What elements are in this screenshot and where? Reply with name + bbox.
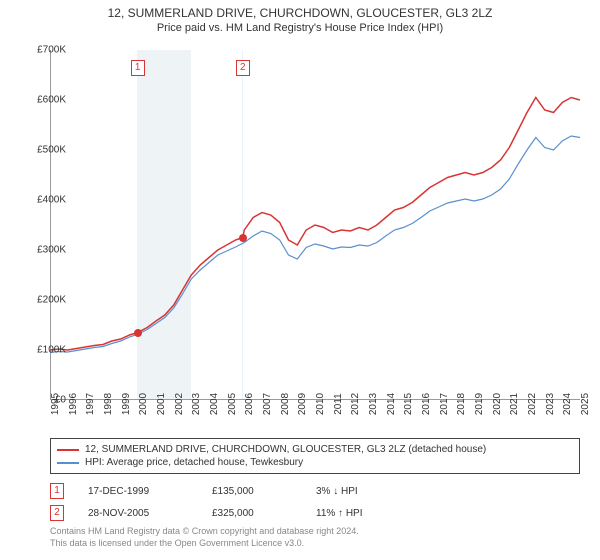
y-tick-label: £200K bbox=[37, 295, 66, 306]
x-tick-label: 2012 bbox=[350, 393, 361, 415]
note-date: 17-DEC-1999 bbox=[88, 486, 188, 497]
y-tick-label: £400K bbox=[37, 195, 66, 206]
x-tick-label: 2007 bbox=[262, 393, 273, 415]
x-tick-label: 2002 bbox=[174, 393, 185, 415]
x-tick-label: 2018 bbox=[456, 393, 467, 415]
x-tick-label: 2024 bbox=[562, 393, 573, 415]
note-row: 2 28-NOV-2005 £325,000 11% ↑ HPI bbox=[50, 502, 580, 524]
x-tick-label: 2017 bbox=[439, 393, 450, 415]
note-diff: 11% ↑ HPI bbox=[316, 508, 363, 519]
x-tick-label: 2008 bbox=[280, 393, 291, 415]
x-tick-label: 2025 bbox=[580, 393, 591, 415]
x-tick-label: 2003 bbox=[191, 393, 202, 415]
x-tick-label: 2023 bbox=[545, 393, 556, 415]
x-tick-label: 2011 bbox=[333, 393, 344, 415]
chart-subtitle: Price paid vs. HM Land Registry's House … bbox=[0, 20, 600, 38]
x-tick-label: 1996 bbox=[68, 393, 79, 415]
x-tick-label: 2019 bbox=[474, 393, 485, 415]
license-text: Contains HM Land Registry data © Crown c… bbox=[50, 526, 580, 549]
x-tick-label: 2014 bbox=[386, 393, 397, 415]
note-diff: 3% ↓ HPI bbox=[316, 486, 358, 497]
sale-point bbox=[239, 234, 247, 242]
series-line bbox=[50, 98, 580, 351]
legend-item: HPI: Average price, detached house, Tewk… bbox=[57, 456, 573, 469]
sale-point bbox=[134, 329, 142, 337]
note-date: 28-NOV-2005 bbox=[88, 508, 188, 519]
note-price: £135,000 bbox=[212, 486, 292, 497]
x-tick-label: 1995 bbox=[50, 393, 61, 415]
chart-container: 12, SUMMERLAND DRIVE, CHURCHDOWN, GLOUCE… bbox=[0, 0, 600, 560]
x-tick-label: 2004 bbox=[209, 393, 220, 415]
y-tick-label: £700K bbox=[37, 45, 66, 56]
marker-box: 1 bbox=[131, 60, 145, 76]
sale-notes: 1 17-DEC-1999 £135,000 3% ↓ HPI 2 28-NOV-2005… bbox=[50, 480, 580, 524]
license-line-2: This data is licensed under the Open Gov… bbox=[50, 538, 580, 550]
x-tick-label: 2015 bbox=[403, 393, 414, 415]
x-tick-label: 1997 bbox=[85, 393, 96, 415]
note-marker: 2 bbox=[50, 505, 64, 521]
y-tick-label: £500K bbox=[37, 145, 66, 156]
x-tick-label: 2009 bbox=[297, 393, 308, 415]
x-tick-label: 2001 bbox=[156, 393, 167, 415]
y-tick-label: £600K bbox=[37, 95, 66, 106]
line-series bbox=[50, 50, 580, 400]
y-tick-label: £300K bbox=[37, 245, 66, 256]
legend-swatch bbox=[57, 449, 79, 451]
chart-title: 12, SUMMERLAND DRIVE, CHURCHDOWN, GLOUCE… bbox=[0, 0, 600, 20]
legend-label: HPI: Average price, detached house, Tewk… bbox=[85, 457, 303, 468]
license-line-1: Contains HM Land Registry data © Crown c… bbox=[50, 526, 580, 538]
x-tick-label: 2020 bbox=[492, 393, 503, 415]
legend: 12, SUMMERLAND DRIVE, CHURCHDOWN, GLOUCE… bbox=[50, 438, 580, 474]
x-tick-label: 2016 bbox=[421, 393, 432, 415]
x-tick-label: 2010 bbox=[315, 393, 326, 415]
x-tick-label: 2000 bbox=[138, 393, 149, 415]
note-price: £325,000 bbox=[212, 508, 292, 519]
x-tick-label: 2013 bbox=[368, 393, 379, 415]
legend-label: 12, SUMMERLAND DRIVE, CHURCHDOWN, GLOUCE… bbox=[85, 444, 486, 455]
note-row: 1 17-DEC-1999 £135,000 3% ↓ HPI bbox=[50, 480, 580, 502]
x-tick-label: 1998 bbox=[103, 393, 114, 415]
series-line bbox=[50, 136, 580, 353]
x-tick-label: 1999 bbox=[121, 393, 132, 415]
legend-item: 12, SUMMERLAND DRIVE, CHURCHDOWN, GLOUCE… bbox=[57, 443, 573, 456]
x-tick-label: 2006 bbox=[244, 393, 255, 415]
x-tick-label: 2005 bbox=[227, 393, 238, 415]
marker-box: 2 bbox=[236, 60, 250, 76]
x-tick-label: 2022 bbox=[527, 393, 538, 415]
legend-swatch bbox=[57, 462, 79, 464]
note-marker: 1 bbox=[50, 483, 64, 499]
x-tick-label: 2021 bbox=[509, 393, 520, 415]
y-tick-label: £100K bbox=[37, 345, 66, 356]
